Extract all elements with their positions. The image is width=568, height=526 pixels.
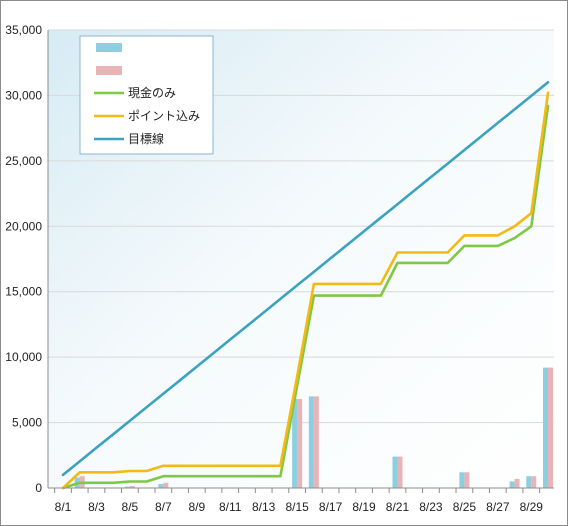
- bar: [129, 486, 135, 488]
- legend-label: ポイント込み: [128, 109, 200, 123]
- x-tick-label: 8/27: [486, 500, 510, 514]
- y-tick-label: 5,000: [12, 416, 42, 430]
- series-line: [61, 91, 550, 490]
- x-tick-label: 8/5: [122, 500, 139, 514]
- bar: [313, 396, 319, 488]
- bar: [543, 367, 548, 488]
- bar: [292, 399, 298, 488]
- x-tick-label: 8/7: [155, 500, 172, 514]
- bar: [124, 486, 130, 488]
- bar: [548, 367, 553, 488]
- legend-swatch: [96, 66, 122, 75]
- bar: [397, 456, 403, 488]
- x-tick-label: 8/21: [386, 500, 410, 514]
- line-layer: [61, 81, 550, 490]
- bar: [392, 456, 398, 488]
- bar: [308, 396, 314, 488]
- x-tick-label: 8/25: [453, 500, 477, 514]
- bar-layer: [74, 367, 553, 488]
- y-tick-label: 30,000: [5, 88, 42, 102]
- x-tick-label: 8/13: [252, 500, 276, 514]
- y-tick-label: 15,000: [5, 285, 42, 299]
- x-tick-label: 8/11: [219, 500, 242, 514]
- bar: [509, 481, 515, 488]
- bar: [459, 472, 465, 488]
- series-line: [61, 81, 550, 477]
- legend-box: [79, 35, 214, 155]
- bar: [158, 484, 164, 488]
- x-axis: 8/1 8/3 8/5 8/7 8/9 8/11 8/13 8/15 8/17 8/19 8/21 8…: [48, 487, 554, 514]
- bar: [531, 476, 537, 488]
- y-tick-label: 0: [35, 481, 42, 495]
- legend-label: 目標線: [128, 131, 164, 146]
- y-tick-label: 10,000: [5, 350, 42, 364]
- x-tick-label: 8/23: [419, 500, 443, 514]
- y-tick-label: 20,000: [5, 219, 42, 233]
- x-tick-label: 8/17: [319, 500, 343, 514]
- x-tick-label: 8/19: [352, 500, 376, 514]
- bar: [526, 476, 532, 488]
- bar: [297, 399, 303, 488]
- x-tick-label: 8/9: [188, 500, 205, 514]
- bar: [514, 478, 520, 488]
- y-tick-label: 25,000: [5, 154, 42, 168]
- bar: [464, 472, 470, 488]
- x-tick-label: 8/3: [88, 500, 105, 514]
- series-line: [61, 104, 550, 490]
- legend-swatch: [96, 43, 122, 52]
- y-axis: 0 5,000 10,000 15,000 20,000 25,000 30,000 35,0…: [5, 23, 49, 495]
- legend-label: 現金のみ: [128, 85, 176, 100]
- bar: [163, 482, 169, 488]
- x-tick-label: 8/15: [285, 500, 309, 514]
- x-tick-label: 8/29: [520, 500, 544, 514]
- y-tick-label: 35,000: [5, 23, 42, 37]
- x-tick-label: 8/1: [55, 500, 72, 514]
